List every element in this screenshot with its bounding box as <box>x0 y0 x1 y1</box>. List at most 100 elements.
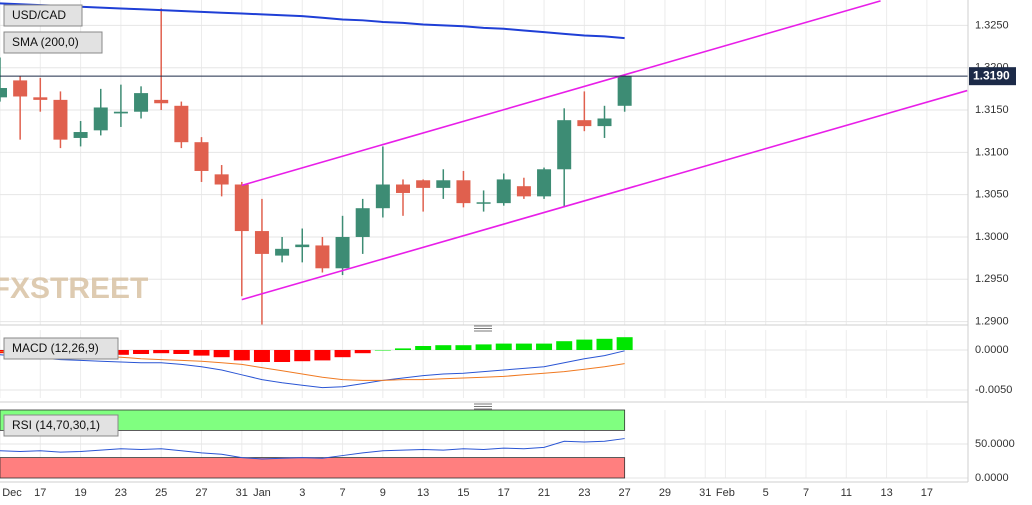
histogram-bar <box>253 350 270 362</box>
y-tick-label: 0.0000 <box>975 344 1009 356</box>
histogram-bar <box>233 350 250 361</box>
candle-body <box>154 99 169 104</box>
histogram-bar <box>133 350 150 354</box>
histogram-bar <box>153 350 170 354</box>
y-tick-label: 1.3250 <box>975 19 1009 31</box>
x-tick-label: 25 <box>155 487 167 499</box>
watermark: FXSTREET <box>0 272 148 305</box>
y-tick-label: 1.3100 <box>975 146 1009 158</box>
candle-body <box>194 142 209 171</box>
histogram-bar <box>616 337 633 350</box>
histogram-bar <box>354 350 371 354</box>
x-tick-label: 17 <box>34 487 46 499</box>
x-tick-label: Dec <box>2 487 22 499</box>
x-tick-label: 27 <box>619 487 631 499</box>
resize-handle[interactable] <box>474 325 492 332</box>
candle-body <box>597 118 612 127</box>
rsi-band <box>0 409 626 431</box>
candle-body <box>416 180 431 188</box>
y-tick-label: 1.2900 <box>975 316 1009 328</box>
candle-body <box>577 120 592 127</box>
histogram-bar <box>435 345 452 350</box>
x-tick-label: 13 <box>417 487 429 499</box>
candle-body <box>13 80 28 97</box>
legend-box <box>3 31 103 54</box>
marks-layer <box>0 0 968 460</box>
histogram-bar <box>455 345 472 350</box>
rsi-band <box>0 457 626 479</box>
candle-body <box>496 179 511 204</box>
x-tick-label: Jan <box>253 487 271 499</box>
histogram-bar <box>576 339 593 350</box>
candle-body <box>275 248 290 256</box>
trend-line <box>241 0 881 187</box>
y-tick-label: 50.0000 <box>975 438 1015 450</box>
candle-body <box>537 169 552 197</box>
y-tick-label: 1.3000 <box>975 231 1009 243</box>
candle-body <box>617 76 632 106</box>
candle-body <box>234 184 249 232</box>
candle-body <box>295 244 310 248</box>
x-tick-label: 31 <box>236 487 248 499</box>
x-tick-label: 19 <box>74 487 86 499</box>
x-tick-label: 15 <box>457 487 469 499</box>
histogram-bar <box>495 343 512 350</box>
candle-body <box>557 120 572 170</box>
x-tick-label: 7 <box>339 487 345 499</box>
last-price-box <box>969 67 1016 86</box>
x-tick-label: 17 <box>921 487 933 499</box>
histogram-bar <box>556 341 573 350</box>
candle-body <box>456 180 471 204</box>
candle-body <box>315 245 330 269</box>
candle-body <box>355 208 370 237</box>
legend-box <box>3 337 119 360</box>
candle-body <box>53 99 68 140</box>
candle-body <box>113 111 128 114</box>
x-tick-label: 27 <box>195 487 207 499</box>
histogram-bar <box>415 346 432 350</box>
candle-body <box>375 184 390 209</box>
candle-body <box>436 180 451 188</box>
histogram-bar <box>193 350 210 356</box>
x-tick-label: 7 <box>803 487 809 499</box>
x-tick-label: 9 <box>380 487 386 499</box>
legend-entry[interactable]: SMA (200,0) <box>12 35 79 49</box>
y-tick-label: 1.2950 <box>975 273 1009 285</box>
y-tick-label: -0.0050 <box>975 384 1012 396</box>
histogram-bar <box>596 338 613 350</box>
candle-body <box>33 97 48 100</box>
candle-body <box>476 202 491 204</box>
sma-line <box>0 2 625 40</box>
resize-handle[interactable] <box>474 403 492 410</box>
legend-box <box>3 4 83 27</box>
trend-line <box>241 89 968 301</box>
histogram-bar <box>112 350 129 355</box>
histogram-bar <box>374 350 391 351</box>
x-tick-label: 31 <box>699 487 711 499</box>
x-tick-label: 21 <box>538 487 550 499</box>
legend-entry[interactable]: MACD (12,26,9) <box>12 341 99 355</box>
x-tick-label: 17 <box>498 487 510 499</box>
legend-symbol[interactable]: USD/CAD <box>12 8 66 22</box>
legend: USD/CAD SMA (200,0) MACD (12,26,9) RSI (… <box>3 4 119 437</box>
x-tick-label: Feb <box>716 487 735 499</box>
histogram-bar <box>294 350 311 362</box>
histogram-bar <box>314 350 331 361</box>
x-tick-label: 23 <box>578 487 590 499</box>
legend-entry[interactable]: RSI (14,70,30,1) <box>12 418 100 432</box>
histogram-bar <box>395 348 411 350</box>
y-tick-label: 1.3050 <box>975 189 1009 201</box>
candle-body <box>516 186 531 197</box>
histogram-bar <box>173 350 190 354</box>
legend-box <box>3 414 119 437</box>
x-tick-label: 23 <box>115 487 127 499</box>
histogram-bar <box>475 344 492 350</box>
candle-body <box>396 184 410 193</box>
x-tick-label: 5 <box>763 487 769 499</box>
candle-body <box>335 236 350 269</box>
candle-body <box>93 107 108 131</box>
x-tick-label: 29 <box>659 487 671 499</box>
histogram-bar <box>515 343 532 350</box>
histogram-bar <box>274 350 291 362</box>
